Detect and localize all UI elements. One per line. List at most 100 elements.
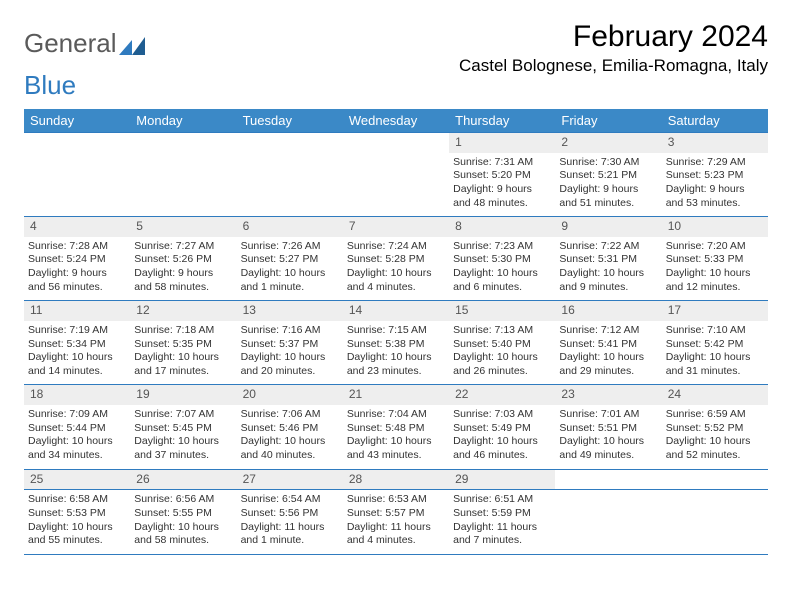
daylight-text-2: and 4 minutes. bbox=[347, 534, 445, 548]
day-number-cell bbox=[555, 469, 661, 490]
daylight-text-1: Daylight: 10 hours bbox=[241, 435, 339, 449]
daylight-text-1: Daylight: 10 hours bbox=[453, 351, 551, 365]
day-number-cell: 4 bbox=[24, 217, 130, 237]
sunset-text: Sunset: 5:48 PM bbox=[347, 422, 445, 436]
day-detail-cell: Sunrise: 7:27 AMSunset: 5:26 PMDaylight:… bbox=[130, 237, 236, 301]
daylight-text-2: and 48 minutes. bbox=[453, 197, 551, 211]
sunrise-text: Sunrise: 7:15 AM bbox=[347, 324, 445, 338]
sunrise-text: Sunrise: 7:12 AM bbox=[559, 324, 657, 338]
daylight-text-2: and 26 minutes. bbox=[453, 365, 551, 379]
brand-triangle-icon bbox=[119, 31, 145, 49]
day-number-cell: 14 bbox=[343, 301, 449, 321]
day-number-cell: 11 bbox=[24, 301, 130, 321]
daylight-text-2: and 4 minutes. bbox=[347, 281, 445, 295]
day-number-cell bbox=[343, 133, 449, 153]
day-detail-cell: Sunrise: 7:07 AMSunset: 5:45 PMDaylight:… bbox=[130, 405, 236, 469]
sunset-text: Sunset: 5:59 PM bbox=[453, 507, 551, 521]
daylight-text-2: and 6 minutes. bbox=[453, 281, 551, 295]
sunset-text: Sunset: 5:57 PM bbox=[347, 507, 445, 521]
day-detail-cell: Sunrise: 7:01 AMSunset: 5:51 PMDaylight:… bbox=[555, 405, 661, 469]
sunrise-text: Sunrise: 7:04 AM bbox=[347, 408, 445, 422]
day-detail-cell: Sunrise: 7:12 AMSunset: 5:41 PMDaylight:… bbox=[555, 321, 661, 385]
day-detail-cell: Sunrise: 7:19 AMSunset: 5:34 PMDaylight:… bbox=[24, 321, 130, 385]
sunrise-text: Sunrise: 6:59 AM bbox=[666, 408, 764, 422]
day-number-cell: 21 bbox=[343, 385, 449, 405]
daylight-text-2: and 52 minutes. bbox=[666, 449, 764, 463]
detail-row: Sunrise: 7:09 AMSunset: 5:44 PMDaylight:… bbox=[24, 405, 768, 469]
day-detail-cell: Sunrise: 7:06 AMSunset: 5:46 PMDaylight:… bbox=[237, 405, 343, 469]
sunset-text: Sunset: 5:27 PM bbox=[241, 253, 339, 267]
daylight-text-2: and 1 minute. bbox=[241, 534, 339, 548]
sunset-text: Sunset: 5:55 PM bbox=[134, 507, 232, 521]
daylight-text-1: Daylight: 9 hours bbox=[134, 267, 232, 281]
daylight-text-2: and 9 minutes. bbox=[559, 281, 657, 295]
daylight-text-2: and 17 minutes. bbox=[134, 365, 232, 379]
day-number-cell: 22 bbox=[449, 385, 555, 405]
daylight-text-1: Daylight: 10 hours bbox=[241, 351, 339, 365]
daylight-text-1: Daylight: 10 hours bbox=[347, 435, 445, 449]
calendar-body: 123Sunrise: 7:31 AMSunset: 5:20 PMDaylig… bbox=[24, 133, 768, 555]
calendar-page: General February 2024 Castel Bolognese, … bbox=[0, 0, 792, 575]
title-block: February 2024 Castel Bolognese, Emilia-R… bbox=[459, 20, 768, 82]
sunset-text: Sunset: 5:24 PM bbox=[28, 253, 126, 267]
daylight-text-2: and 34 minutes. bbox=[28, 449, 126, 463]
day-number-cell: 27 bbox=[237, 469, 343, 490]
daylight-text-1: Daylight: 10 hours bbox=[28, 351, 126, 365]
day-header: Saturday bbox=[662, 109, 768, 133]
sunrise-text: Sunrise: 7:27 AM bbox=[134, 240, 232, 254]
daylight-text-1: Daylight: 10 hours bbox=[28, 435, 126, 449]
day-detail-cell: Sunrise: 7:09 AMSunset: 5:44 PMDaylight:… bbox=[24, 405, 130, 469]
day-number-cell: 7 bbox=[343, 217, 449, 237]
daylight-text-1: Daylight: 10 hours bbox=[453, 435, 551, 449]
daylight-text-1: Daylight: 10 hours bbox=[134, 351, 232, 365]
day-detail-cell bbox=[130, 153, 236, 217]
day-detail-cell: Sunrise: 7:30 AMSunset: 5:21 PMDaylight:… bbox=[555, 153, 661, 217]
daynum-row: 18192021222324 bbox=[24, 385, 768, 405]
day-detail-cell: Sunrise: 6:54 AMSunset: 5:56 PMDaylight:… bbox=[237, 490, 343, 555]
daylight-text-1: Daylight: 10 hours bbox=[28, 521, 126, 535]
day-detail-cell: Sunrise: 6:58 AMSunset: 5:53 PMDaylight:… bbox=[24, 490, 130, 555]
sunrise-text: Sunrise: 7:07 AM bbox=[134, 408, 232, 422]
sunset-text: Sunset: 5:21 PM bbox=[559, 169, 657, 183]
sunset-text: Sunset: 5:34 PM bbox=[28, 338, 126, 352]
day-number-cell: 5 bbox=[130, 217, 236, 237]
sunrise-text: Sunrise: 7:29 AM bbox=[666, 156, 764, 170]
daylight-text-2: and 58 minutes. bbox=[134, 534, 232, 548]
day-detail-cell: Sunrise: 7:10 AMSunset: 5:42 PMDaylight:… bbox=[662, 321, 768, 385]
day-detail-cell bbox=[24, 153, 130, 217]
day-number-cell: 26 bbox=[130, 469, 236, 490]
daylight-text-1: Daylight: 10 hours bbox=[453, 267, 551, 281]
daylight-text-1: Daylight: 10 hours bbox=[134, 521, 232, 535]
day-detail-cell bbox=[555, 490, 661, 555]
brand-part2: Blue bbox=[24, 70, 76, 101]
day-number-cell: 25 bbox=[24, 469, 130, 490]
sunset-text: Sunset: 5:20 PM bbox=[453, 169, 551, 183]
day-number-cell bbox=[24, 133, 130, 153]
day-detail-cell: Sunrise: 7:03 AMSunset: 5:49 PMDaylight:… bbox=[449, 405, 555, 469]
day-number-cell: 13 bbox=[237, 301, 343, 321]
daylight-text-1: Daylight: 10 hours bbox=[666, 267, 764, 281]
sunrise-text: Sunrise: 7:16 AM bbox=[241, 324, 339, 338]
daylight-text-1: Daylight: 10 hours bbox=[241, 267, 339, 281]
daylight-text-2: and 37 minutes. bbox=[134, 449, 232, 463]
day-detail-cell: Sunrise: 6:56 AMSunset: 5:55 PMDaylight:… bbox=[130, 490, 236, 555]
day-number-cell: 24 bbox=[662, 385, 768, 405]
day-number-cell: 6 bbox=[237, 217, 343, 237]
daylight-text-2: and 51 minutes. bbox=[559, 197, 657, 211]
detail-row: Sunrise: 7:28 AMSunset: 5:24 PMDaylight:… bbox=[24, 237, 768, 301]
sunrise-text: Sunrise: 7:30 AM bbox=[559, 156, 657, 170]
day-number-cell: 3 bbox=[662, 133, 768, 153]
day-number-cell: 1 bbox=[449, 133, 555, 153]
sunrise-text: Sunrise: 7:26 AM bbox=[241, 240, 339, 254]
location-text: Castel Bolognese, Emilia-Romagna, Italy bbox=[459, 56, 768, 76]
sunset-text: Sunset: 5:37 PM bbox=[241, 338, 339, 352]
sunrise-text: Sunrise: 7:20 AM bbox=[666, 240, 764, 254]
day-detail-cell bbox=[343, 153, 449, 217]
day-number-cell: 15 bbox=[449, 301, 555, 321]
calendar-header-row: SundayMondayTuesdayWednesdayThursdayFrid… bbox=[24, 109, 768, 133]
sunrise-text: Sunrise: 7:19 AM bbox=[28, 324, 126, 338]
daylight-text-1: Daylight: 11 hours bbox=[453, 521, 551, 535]
month-title: February 2024 bbox=[459, 20, 768, 54]
sunset-text: Sunset: 5:52 PM bbox=[666, 422, 764, 436]
day-detail-cell: Sunrise: 7:29 AMSunset: 5:23 PMDaylight:… bbox=[662, 153, 768, 217]
